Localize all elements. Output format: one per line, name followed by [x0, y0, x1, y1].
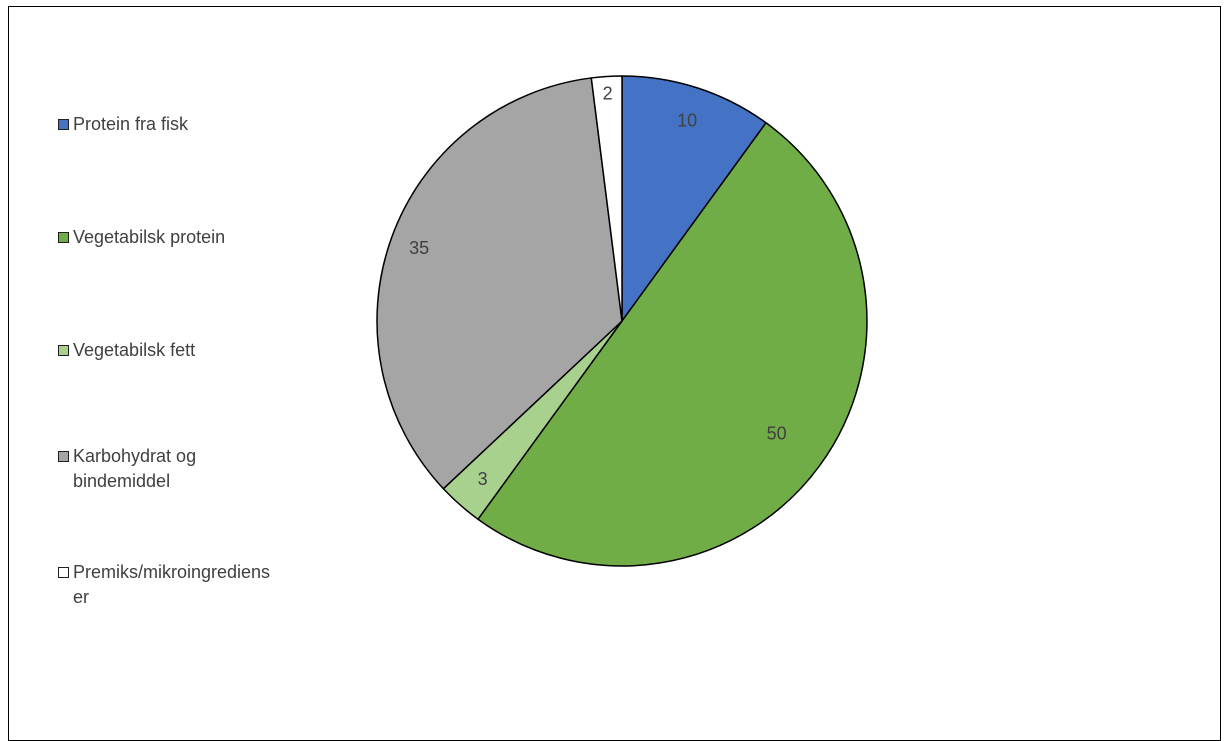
data-label: 35 — [409, 238, 429, 258]
legend-item-vegetabilsk-fett: Vegetabilsk fett — [58, 338, 348, 363]
legend-swatch — [58, 232, 69, 243]
legend-label: Karbohydrat og bindemiddel — [73, 446, 197, 491]
data-label: 10 — [677, 111, 697, 131]
pie-slice-karbohydrat-og-bindemiddel — [376, 77, 623, 490]
legend-label: Vegetabilsk protein — [73, 227, 226, 247]
legend-label: Premiks/mikroingredienser — [73, 562, 271, 607]
legend-item-protein-fra-fisk: Protein fra fisk — [58, 112, 348, 137]
legend-item-vegetabilsk-protein: Vegetabilsk protein — [58, 225, 348, 250]
pie-slice-premiks-mikroingredienser — [590, 75, 623, 322]
pie-slice-protein-fra-fisk — [621, 75, 767, 322]
legend-swatch — [58, 119, 69, 130]
data-label: 3 — [478, 469, 488, 489]
data-label: 50 — [767, 423, 787, 443]
legend-label: Protein fra fisk — [73, 114, 189, 134]
legend-swatch — [58, 451, 69, 462]
legend-swatch — [58, 345, 69, 356]
data-label: 2 — [603, 84, 613, 104]
pie-slice-vegetabilsk-protein — [477, 122, 868, 567]
legend-item-karbohydrat-og-bindemiddel: Karbohydrat og bindemiddel — [58, 444, 348, 494]
legend-swatch — [58, 567, 69, 578]
legend-label: Vegetabilsk fett — [73, 340, 196, 360]
legend-item-premiks-mikroingredienser: Premiks/mikroingredienser — [58, 560, 348, 610]
